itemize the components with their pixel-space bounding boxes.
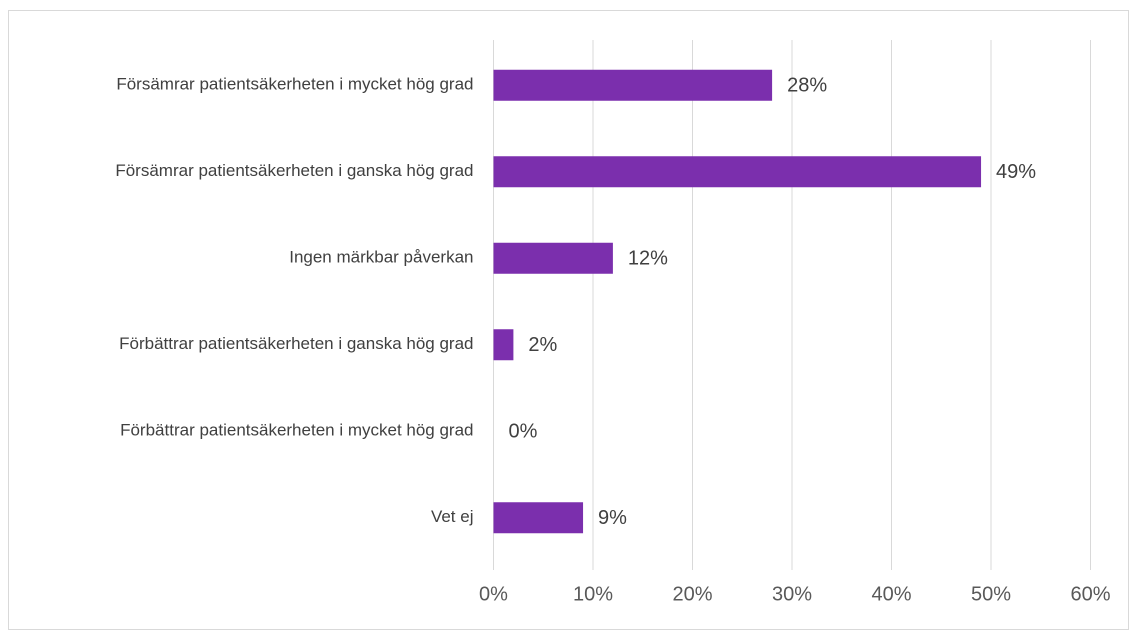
data-label: 9% [598, 507, 627, 529]
x-tick-label: 50% [971, 583, 1011, 605]
data-label: 0% [509, 421, 538, 443]
bar [493, 69, 773, 101]
data-label: 2% [528, 334, 557, 356]
bar [493, 156, 982, 188]
category-label: Förbättrar patientsäkerheten i mycket hö… [120, 421, 473, 440]
bars [493, 69, 982, 534]
x-tick-label: 40% [871, 583, 911, 605]
bar [493, 242, 613, 274]
x-tick-label: 20% [672, 583, 712, 605]
gridlines [493, 40, 1091, 570]
x-tick-label: 0% [479, 583, 508, 605]
bar [493, 502, 584, 534]
labels: 0% 10% 20% 30% 40% 50% 60% Försämrar patientsäk… [115, 75, 1110, 606]
bar-chart: 0% 10% 20% 30% 40% 50% 60% Försämrar patientsäk… [115, 40, 1111, 606]
category-label: Försämrar patientsäkerheten i ganska hög… [115, 161, 473, 180]
data-label: 28% [787, 75, 827, 97]
category-label: Vet ej [431, 507, 474, 526]
category-label: Förbättrar patientsäkerheten i ganska hö… [119, 334, 473, 353]
bar [493, 329, 514, 361]
x-tick-label: 10% [573, 583, 613, 605]
category-label: Försämrar patientsäkerheten i mycket hög… [116, 75, 473, 94]
category-label: Ingen märkbar påverkan [289, 248, 473, 267]
data-label: 12% [628, 248, 668, 270]
x-tick-label: 60% [1070, 583, 1110, 605]
data-label: 49% [996, 161, 1036, 183]
x-tick-label: 30% [772, 583, 812, 605]
